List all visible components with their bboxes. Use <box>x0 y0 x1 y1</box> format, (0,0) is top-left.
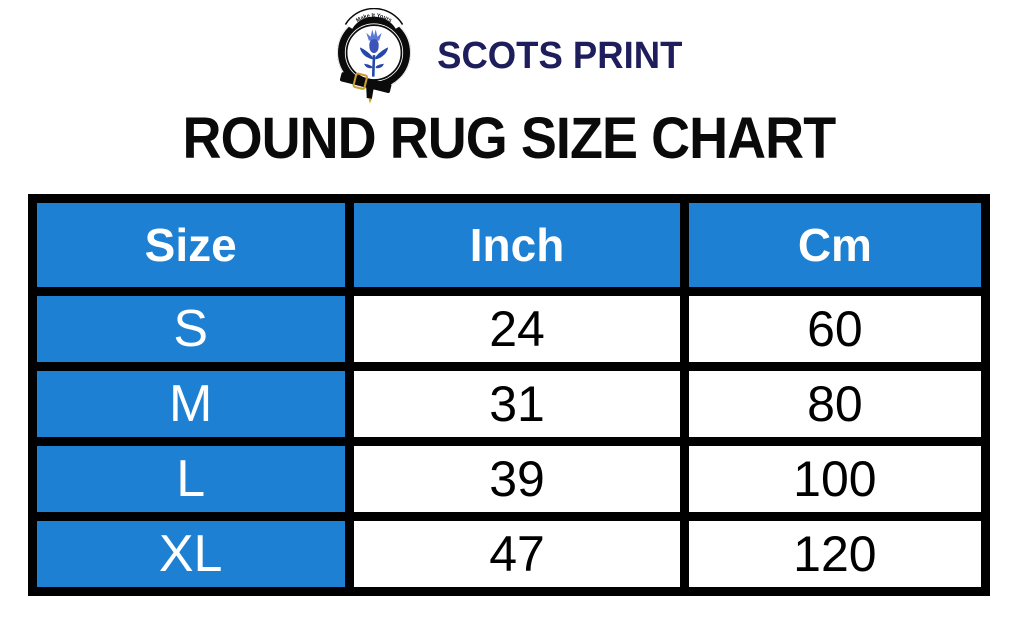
column-header-inch: Inch <box>344 194 690 296</box>
cm-value: 80 <box>680 362 990 446</box>
size-cell: M <box>27 362 354 446</box>
table-row: L 39 100 <box>27 437 990 521</box>
scots-print-logo: Make It Yours SCOTS PRINT <box>0 8 1017 104</box>
size-cell: L <box>27 437 354 521</box>
inch-value: 31 <box>344 362 690 446</box>
size-cell: XL <box>27 512 354 596</box>
cm-value: 60 <box>680 287 990 371</box>
table-row: XL 47 120 <box>27 512 990 596</box>
page-title: ROUND RUG SIZE CHART <box>182 106 836 171</box>
page-title-row: ROUND RUG SIZE CHART <box>0 106 1017 172</box>
size-cell: S <box>27 287 354 371</box>
cm-value: 100 <box>680 437 990 521</box>
column-header-size: Size <box>27 194 354 296</box>
table-row: S 24 60 <box>27 287 990 371</box>
size-chart-table: Size Inch Cm S 24 60 M 31 80 L 39 100 <box>27 194 990 596</box>
inch-value: 24 <box>344 287 690 371</box>
badge-belt <box>339 72 392 104</box>
cm-value: 120 <box>680 512 990 596</box>
header-row: Size Inch Cm <box>27 194 990 296</box>
thistle-icon <box>359 29 388 77</box>
table-row: M 31 80 <box>27 362 990 446</box>
column-header-cm: Cm <box>680 194 990 296</box>
svg-text:Make It Yours: Make It Yours <box>355 13 392 24</box>
badge-motto: Make It Yours <box>355 13 392 24</box>
brand-name: SCOTS PRINT <box>436 34 683 77</box>
inch-value: 39 <box>344 437 690 521</box>
clan-badge-icon: Make It Yours <box>336 8 411 104</box>
inch-value: 47 <box>344 512 690 596</box>
motto-ribbon: Make It Yours <box>344 8 404 30</box>
